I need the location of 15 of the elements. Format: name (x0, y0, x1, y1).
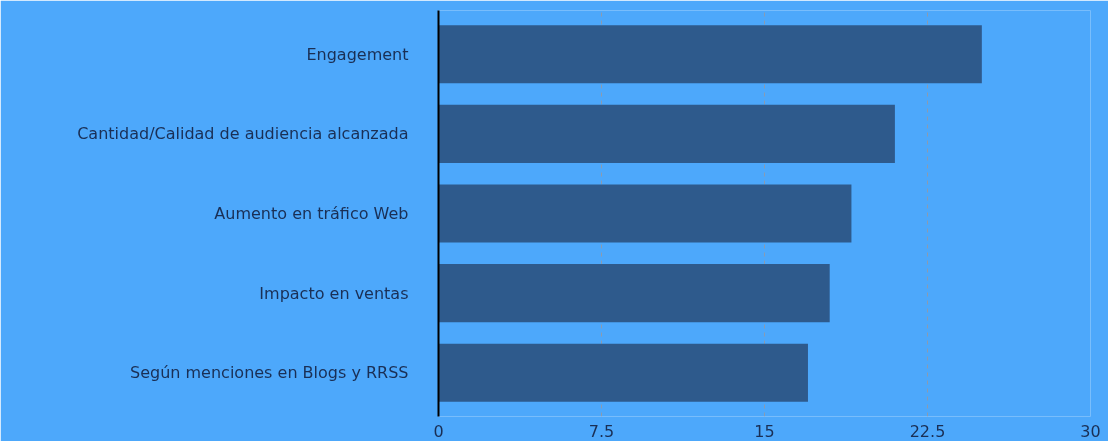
y-tick-label: Impacto en ventas (259, 283, 409, 303)
x-tick-label: 0 (433, 421, 444, 441)
x-tick-label: 22.5 (909, 421, 946, 441)
x-tick-label: 7.5 (588, 421, 615, 441)
y-tick-label: Engagement (306, 44, 409, 64)
y-tick-label: Aumento en tráfico Web (214, 204, 409, 223)
bar (438, 184, 852, 243)
bar (438, 343, 808, 402)
y-tick-label: Cantidad/Calidad de audiencia alcanzada (77, 124, 409, 144)
y-tick-label: Según menciones en Blogs y RRSS (130, 363, 409, 383)
bar (438, 25, 982, 84)
bar (438, 104, 895, 163)
bar (438, 264, 830, 323)
x-tick-label: 15 (754, 421, 775, 441)
x-tick-label: 30 (1080, 421, 1101, 441)
